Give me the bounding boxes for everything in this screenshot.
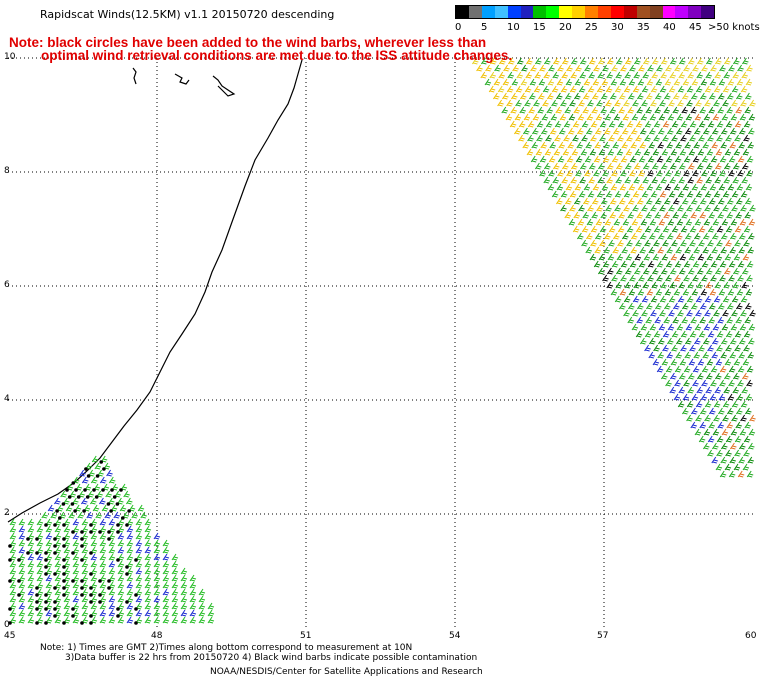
legend-swatch: [597, 6, 611, 18]
legend-swatch: [610, 6, 624, 18]
x-tick-54: 54: [449, 631, 461, 641]
legend-swatch: [636, 6, 650, 18]
legend-label: 10: [507, 22, 520, 33]
y-tick-0: 0: [4, 620, 10, 630]
notice-line-1: Note: black circles have been added to t…: [9, 35, 487, 50]
legend-swatch: [481, 6, 495, 18]
legend-swatch: [623, 6, 637, 18]
legend-swatch: [688, 6, 702, 18]
wind-barbs: [9, 57, 756, 624]
islands: [132, 67, 236, 97]
legend-swatch: [662, 6, 676, 18]
legend-label: 45: [689, 22, 702, 33]
legend-swatch: [520, 6, 534, 18]
footer-note-line-2: 3)Data buffer is 22 hrs from 20150720 4)…: [65, 653, 478, 663]
legend-label: 35: [637, 22, 650, 33]
wind-speed-legend: [455, 5, 715, 19]
legend-swatch: [546, 6, 560, 18]
legend-swatch: [494, 6, 508, 18]
y-tick-4: 4: [4, 394, 10, 404]
map-title: Rapidscat Winds(12.5KM) v1.1 20150720 de…: [40, 8, 335, 21]
legend-unit-label: >50 knots: [708, 22, 760, 33]
legend-swatch: [572, 6, 586, 18]
quality-flag-circles: [8, 460, 138, 625]
coastline: [7, 59, 303, 523]
legend-label: 30: [611, 22, 624, 33]
notice-line-2: optimal wind retrieval conditions are me…: [41, 48, 513, 63]
x-tick-48: 48: [151, 631, 163, 641]
y-tick-6: 6: [4, 280, 10, 290]
y-tick-2: 2: [4, 508, 10, 518]
legend-label: 5: [481, 22, 488, 33]
x-tick-51: 51: [300, 631, 312, 641]
x-tick-60: 60: [745, 631, 757, 641]
legend-swatch: [468, 6, 482, 18]
footer-note-line-1: Note: 1) Times are GMT 2)Times along bot…: [40, 643, 413, 653]
legend-swatch: [701, 6, 715, 18]
footer-credit: NOAA/NESDIS/Center for Satellite Applica…: [210, 667, 483, 677]
legend-swatch: [585, 6, 598, 18]
legend-label: 25: [585, 22, 598, 33]
legend-label: 40: [663, 22, 676, 33]
legend-label: 15: [533, 22, 546, 33]
y-tick-8: 8: [4, 166, 10, 176]
x-tick-45: 45: [4, 631, 16, 641]
lat-lon-grid: [8, 57, 753, 627]
legend-swatch: [533, 6, 547, 18]
legend-label: 0: [455, 22, 462, 33]
legend-swatch: [559, 6, 573, 18]
legend-swatch: [456, 6, 469, 18]
legend-swatch: [649, 6, 663, 18]
legend-swatch: [507, 6, 521, 18]
x-tick-57: 57: [597, 631, 609, 641]
legend-swatch: [675, 6, 689, 18]
legend-label: 20: [559, 22, 572, 33]
y-tick-10: 10: [4, 52, 16, 62]
